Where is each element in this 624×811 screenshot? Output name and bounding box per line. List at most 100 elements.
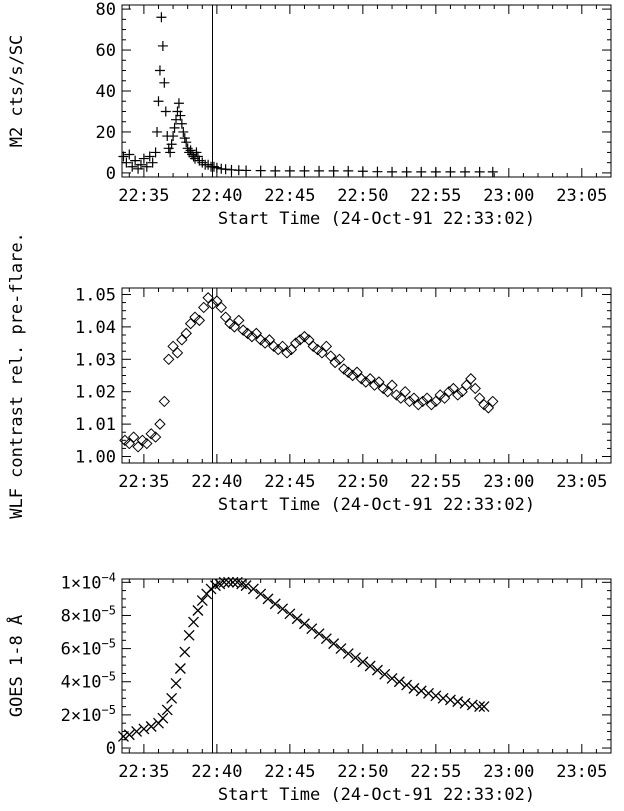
data-point-plus <box>270 165 281 176</box>
data-point-diamond <box>163 353 175 366</box>
x-tick-label: 22:45 <box>264 472 315 492</box>
data-point-diamond <box>412 398 425 411</box>
data-point-x <box>131 725 143 737</box>
data-point-plus <box>138 153 149 164</box>
data-point-diamond <box>246 330 258 343</box>
data-point-plus <box>430 166 441 177</box>
data-point-plus <box>168 131 179 142</box>
data-point-plus <box>181 137 192 148</box>
data-point-diamond <box>320 340 333 353</box>
data-point-x <box>459 697 471 709</box>
data-point-plus <box>144 151 155 162</box>
data-point-x <box>364 660 376 672</box>
x-tick-label: 22:45 <box>264 186 315 206</box>
data-point-plus <box>153 96 164 107</box>
data-point-diamond <box>215 301 227 314</box>
x-tick-label: 22:50 <box>337 762 388 782</box>
data-point-diamond <box>211 295 223 307</box>
data-point-x <box>284 608 296 620</box>
data-point-diamond <box>202 292 214 304</box>
y-axis-label: GOES 1-8 Å <box>5 615 27 717</box>
data-point-diamond <box>154 418 166 430</box>
data-point-plus <box>159 77 170 88</box>
data-point-diamond <box>289 337 302 349</box>
x-tick-label: 23:00 <box>483 186 534 206</box>
data-point-diamond <box>193 314 206 327</box>
data-point-plus <box>211 162 222 173</box>
data-point-plus <box>328 165 339 176</box>
data-point-plus <box>173 98 184 109</box>
y-tick-label: 1.00 <box>75 448 116 468</box>
data-point-diamond <box>438 392 451 404</box>
x-axis-label: Start Time (24-Oct-91 22:33:02) <box>218 495 535 515</box>
data-point-diamond <box>447 382 460 395</box>
data-point-diamond <box>381 385 394 398</box>
data-point-diamond <box>416 395 429 408</box>
data-point-x <box>255 588 267 600</box>
data-point-x <box>161 704 173 716</box>
data-point-diamond <box>171 347 184 359</box>
data-point-diamond <box>452 389 464 401</box>
data-point-x <box>386 672 398 684</box>
y-tick-label: 0 <box>106 164 116 184</box>
data-point-x <box>335 643 347 655</box>
data-point-x <box>123 729 135 741</box>
data-point-plus <box>150 147 161 158</box>
data-point-diamond <box>360 376 372 388</box>
data-point-plus <box>152 126 163 137</box>
data-point-x <box>205 583 217 595</box>
y-tick-label: 1.04 <box>75 318 116 338</box>
data-point-diamond <box>473 392 486 404</box>
data-point-diamond <box>136 434 149 447</box>
data-point-plus <box>487 166 498 177</box>
x-tick-label: 23:00 <box>483 762 534 782</box>
x-tick-label: 22:35 <box>118 472 169 492</box>
data-point-diamond <box>430 395 442 408</box>
data-point-plus <box>141 161 152 172</box>
data-point-plus <box>179 133 190 144</box>
data-point-plus <box>220 164 231 175</box>
y-tick-label: 8×10−5 <box>61 603 116 626</box>
x-tick-label: 22:55 <box>410 186 461 206</box>
y-tick-label: 1.05 <box>75 285 116 305</box>
data-point-diamond <box>149 431 162 443</box>
data-point-diamond <box>119 434 131 447</box>
data-point-diamond <box>390 389 403 401</box>
data-point-x <box>393 676 405 688</box>
x-tick-label: 22:50 <box>337 472 388 492</box>
y-tick-label: 60 <box>96 41 116 61</box>
data-point-x <box>170 677 182 689</box>
data-point-plus <box>176 118 187 129</box>
y-axis-label: M2 cts/s/SC <box>7 35 27 148</box>
data-point-diamond <box>325 350 337 362</box>
x-tick-label: 23:05 <box>556 472 607 492</box>
data-point-plus <box>156 12 167 23</box>
data-point-x <box>350 652 362 664</box>
data-point-diamond <box>233 314 245 327</box>
data-point-x <box>277 603 289 615</box>
data-point-x <box>415 685 427 697</box>
data-point-plus <box>241 165 252 176</box>
data-point-x <box>227 576 239 588</box>
data-point-x <box>306 623 318 635</box>
data-point-diamond <box>145 428 157 440</box>
data-point-diamond <box>184 317 197 330</box>
data-point-plus <box>124 149 135 160</box>
x-tick-label: 23:05 <box>556 762 607 782</box>
data-point-plus <box>185 145 196 156</box>
data-point-diamond <box>268 340 280 353</box>
data-point-x <box>320 633 332 645</box>
data-point-diamond <box>158 395 171 408</box>
data-point-diamond <box>123 437 136 450</box>
data-point-diamond <box>298 330 311 343</box>
y-tick-label: 2×10−5 <box>61 703 116 726</box>
data-point-diamond <box>456 385 468 398</box>
data-point-x <box>291 613 303 625</box>
data-point-x <box>379 668 391 680</box>
data-point-diamond <box>198 301 210 314</box>
data-point-plus <box>127 161 138 172</box>
data-point-x <box>196 595 208 607</box>
data-point-x <box>313 628 325 640</box>
data-point-diamond <box>482 402 495 414</box>
data-point-x <box>437 692 449 704</box>
